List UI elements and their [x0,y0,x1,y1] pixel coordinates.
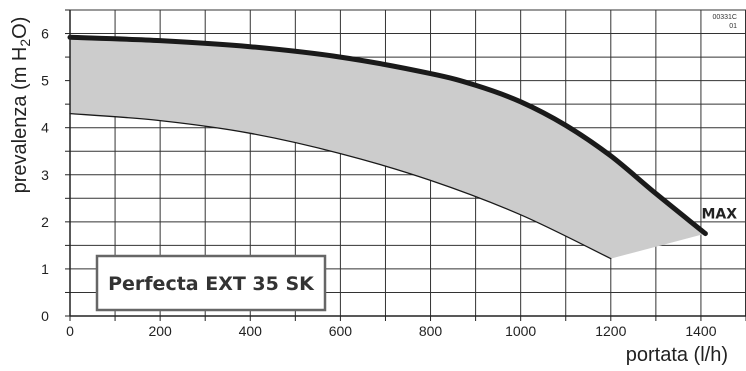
x-tick-label: 1200 [595,323,626,339]
y-axis-title-part-1: prevalenza (m H [9,47,31,194]
x-tick-label: 400 [239,323,263,339]
tick-labels: 0 200 400 600 800 1000 1200 1400 0 1 2 3 4 5 6 [41,26,717,339]
y-tick-label: 1 [41,261,49,277]
x-tick-label: 1400 [685,323,716,339]
y-axis-title-part-2: O) [9,17,31,39]
model-box-frame [95,254,327,312]
y-tick-label: 4 [41,120,49,136]
x-tick-label: 200 [148,323,172,339]
axes [65,9,746,321]
operating-band [70,37,706,259]
code-label-line-1: 00331C [712,14,737,21]
x-axis-title: portata (l/h) [626,344,728,366]
code-label: 00331C 01 [712,14,737,30]
y-tick-label: 5 [41,73,49,89]
y-tick-label: 2 [41,214,49,230]
x-tick-label: 0 [66,323,74,339]
x-tick-label: 800 [419,323,443,339]
model-label: Perfecta EXT 35 SK [108,273,315,295]
series-label-max: MAX [701,207,737,223]
x-tick-label: 600 [329,323,353,339]
x-tick-label: 1000 [505,323,536,339]
operating-band-area [70,37,706,259]
code-label-line-2: 01 [729,23,737,30]
y-tick-label: 6 [41,26,49,42]
y-axis-title-subscript: 2 [17,39,33,47]
y-tick-label: 0 [41,308,49,324]
y-axis-title: prevalenza (m H2O) [9,17,33,194]
series-lines [67,34,708,260]
y-tick-label: 3 [41,167,49,183]
series-line-min [69,112,612,260]
model-box: Perfecta EXT 35 SK [95,254,327,312]
series-line-max [67,34,708,237]
